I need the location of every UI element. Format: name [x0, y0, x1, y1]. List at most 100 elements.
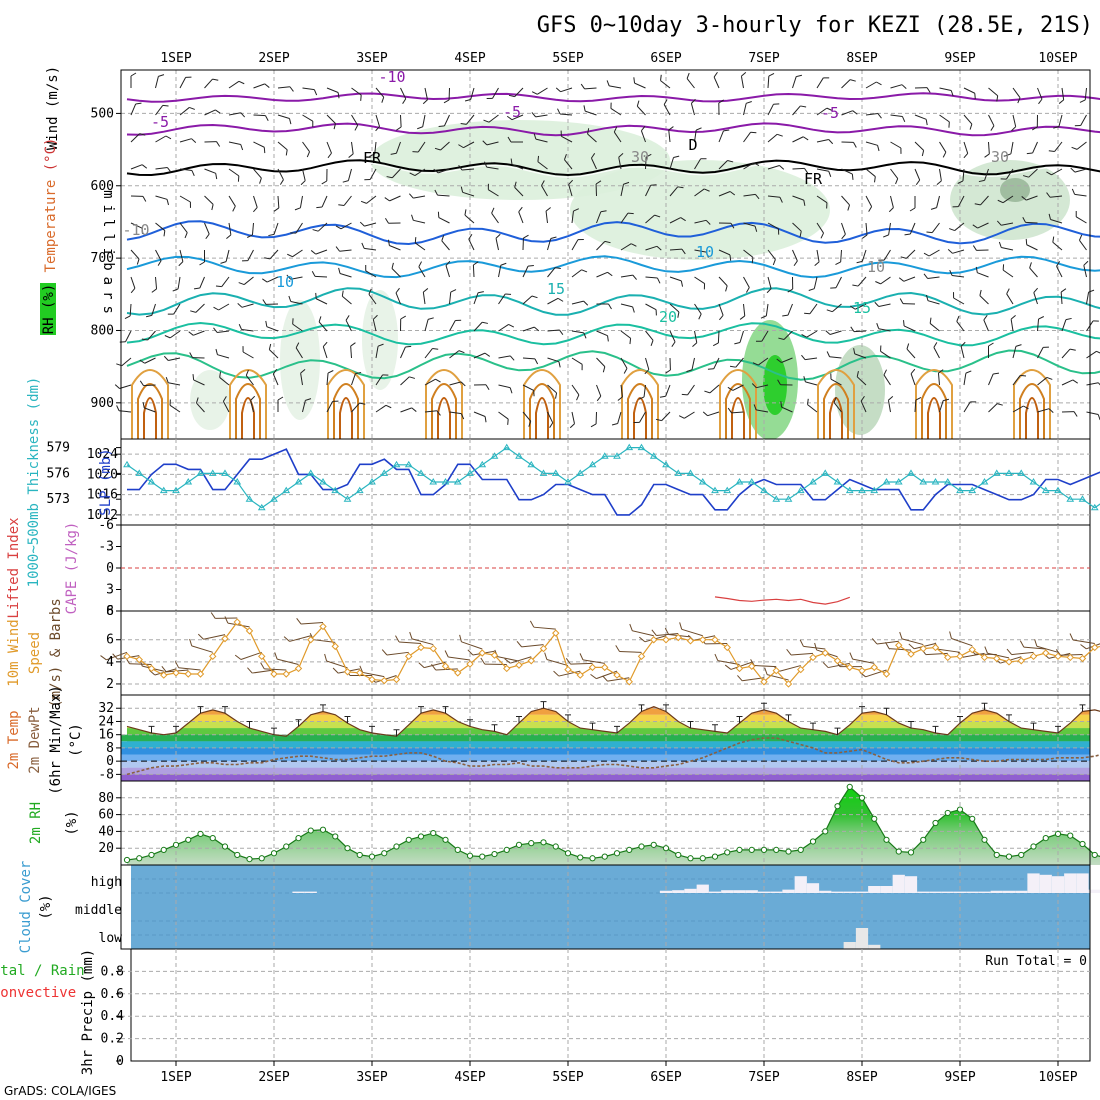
barb-shaft: [317, 222, 328, 232]
thickness-point: [123, 460, 131, 468]
barb-flag: [876, 323, 880, 329]
barb-flag: [557, 108, 561, 115]
wind-barb: [841, 110, 858, 116]
temp-range-whisker: [540, 701, 547, 709]
barb-shaft: [694, 330, 698, 343]
barb-flag: [188, 331, 194, 336]
barb-flag: [364, 178, 371, 181]
x-tick-label-top: 2SEP: [258, 51, 289, 66]
wind-barb: [350, 342, 356, 359]
barb-flag: [369, 153, 375, 157]
barb-flag: [629, 338, 632, 345]
wind-barb: [473, 411, 487, 423]
rh-shade-blob: [362, 290, 398, 390]
barb-flag: [443, 99, 450, 104]
barb-shaft: [269, 249, 279, 260]
wind10-barb: [553, 670, 581, 677]
temp-range-whisker: [883, 707, 890, 715]
li-grid: [175, 525, 1059, 611]
wind-barb: [400, 345, 412, 359]
wind-barb: [253, 168, 262, 184]
barb-flag: [877, 113, 882, 119]
barb-flag: [615, 645, 620, 652]
barb-flag: [1006, 648, 1013, 655]
barb-flag: [778, 337, 785, 340]
wind-barb: [522, 357, 539, 365]
wind-barb: [253, 114, 269, 122]
rh-point: [503, 846, 510, 853]
wind-speed-point: [515, 661, 523, 669]
temperature-contour: [126, 161, 1100, 178]
wind-barb: [669, 217, 686, 224]
wind-barb: [933, 342, 940, 359]
wind-barb: [660, 74, 671, 89]
cold-band: [121, 774, 1090, 781]
temp-range-whisker: [369, 725, 375, 734]
barb-flag: [921, 150, 925, 157]
wind-barb: [400, 376, 416, 386]
barb-flag: [739, 315, 746, 320]
barb-shaft: [1074, 193, 1087, 197]
wind-barb: [253, 141, 266, 154]
barb-flag: [751, 257, 754, 264]
barb-shaft: [351, 114, 359, 126]
barb-flag: [431, 663, 437, 671]
wind-barb: [694, 127, 702, 143]
wind10-barb: [459, 634, 483, 650]
barb-flag: [1046, 192, 1051, 198]
barb-shaft: [414, 168, 426, 176]
barb-flag: [174, 661, 180, 668]
barb-shaft: [144, 357, 156, 364]
wind-barb: [669, 248, 686, 255]
barb-flag: [484, 416, 487, 423]
barb-shaft: [962, 168, 965, 181]
rh-point: [650, 841, 657, 848]
barb-shaft: [468, 238, 475, 251]
barb-flag: [460, 413, 465, 420]
barb-flag: [1022, 216, 1026, 223]
wind-barb: [569, 411, 575, 429]
barb-shaft: [1061, 379, 1074, 386]
barb-shaft: [217, 354, 230, 359]
barb-flag: [141, 164, 148, 169]
wind-barb: [767, 165, 785, 170]
wind-barb: [899, 298, 916, 305]
barb-shaft: [269, 349, 279, 359]
barb-shaft: [289, 635, 311, 642]
thickness-point: [576, 469, 585, 476]
wind10-barb: [908, 642, 936, 650]
barb-shaft: [783, 330, 793, 340]
barb-flag: [1069, 348, 1076, 351]
wind-barb: [1037, 316, 1045, 332]
wind-barb: [826, 351, 842, 359]
wind-barb: [510, 158, 524, 170]
barb-shaft: [620, 303, 633, 308]
wind-barb: [250, 395, 256, 413]
barb-flag: [750, 131, 757, 134]
dewpoint-line: [126, 737, 1100, 776]
wind-barb: [816, 168, 832, 177]
barb-flag: [650, 340, 654, 346]
barb-flag: [875, 281, 881, 285]
barb-flag: [141, 228, 143, 234]
barb-flag: [409, 172, 416, 176]
barb-shaft: [853, 330, 867, 333]
rh-point: [381, 850, 388, 857]
barb-shaft: [731, 411, 744, 414]
barb-shaft: [952, 275, 965, 278]
barb-flag: [942, 151, 947, 158]
barb-flag: [925, 294, 929, 301]
barb-shaft: [607, 677, 630, 682]
barb-flag: [553, 670, 560, 677]
wind-barb: [163, 355, 181, 361]
barb-shaft: [809, 303, 818, 315]
wind-barb: [930, 195, 940, 210]
wind-barb: [390, 141, 401, 155]
barb-flag: [385, 404, 392, 409]
barb-shaft: [1084, 87, 1087, 100]
wind-barb: [694, 158, 707, 170]
wind-speed-point: [539, 644, 548, 653]
barb-shaft: [841, 168, 853, 175]
barb-shaft: [953, 297, 965, 305]
